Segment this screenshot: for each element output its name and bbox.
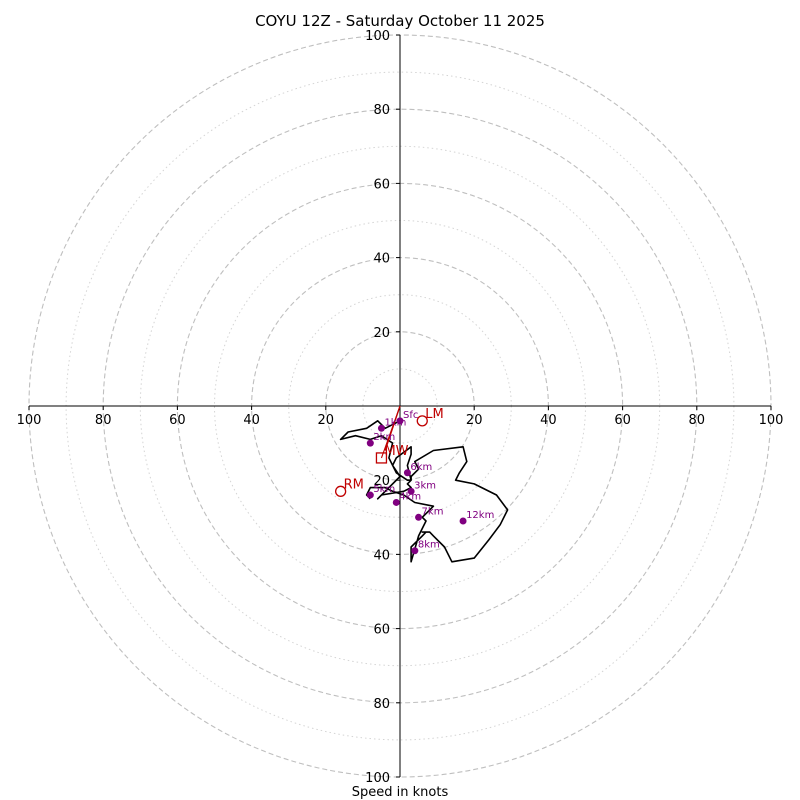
y-tick-label: 100 xyxy=(365,771,390,786)
tick-labels: 100 80 60 40 20 20 40 60 80 100 20 40 60 80 100 20 40 60 8… xyxy=(17,29,784,786)
y-tick-label: 20 xyxy=(373,474,390,489)
y-tick-label: 60 xyxy=(373,177,390,192)
height-label: 8km xyxy=(418,540,440,551)
height-label: Sfc xyxy=(403,410,418,421)
y-tick-label: 80 xyxy=(373,103,390,118)
height-label: 1km xyxy=(384,417,406,428)
y-tick-label: 100 xyxy=(365,29,390,44)
height-marker xyxy=(411,547,419,555)
height-label: 3km xyxy=(414,480,436,491)
y-tick-label: 40 xyxy=(373,548,390,563)
height-marker xyxy=(403,469,411,477)
wind-trace xyxy=(339,419,509,563)
storm-motion: LM RM MW xyxy=(334,405,444,497)
height-marker xyxy=(459,517,467,525)
mean-wind-marker xyxy=(375,452,388,464)
height-marker xyxy=(366,491,374,499)
mean-wind-vector xyxy=(380,405,401,459)
height-marker xyxy=(392,498,400,506)
x-tick-label: 20 xyxy=(466,413,483,428)
x-tick-label: 20 xyxy=(318,413,335,428)
x-tick-label: 60 xyxy=(614,413,631,428)
x-tick-label: 100 xyxy=(759,413,784,428)
height-marker xyxy=(396,417,404,425)
x-tick-label: 40 xyxy=(540,413,557,428)
height-marker xyxy=(407,487,415,495)
height-label: 5km xyxy=(373,484,395,495)
x-tick-label: 60 xyxy=(169,413,186,428)
x-tick-label: 80 xyxy=(689,413,706,428)
storm-motion-label: RM xyxy=(344,477,364,492)
height-label: 2km xyxy=(373,432,395,443)
x-tick-label: 100 xyxy=(17,413,42,428)
chart-title: COYU 12Z - Saturday October 11 2025 xyxy=(255,12,545,30)
x-axis-label: Speed in knots xyxy=(352,785,449,800)
height-label: 7km xyxy=(422,506,444,517)
storm-motion-label: MW xyxy=(384,444,408,459)
hodograph-line xyxy=(339,419,509,563)
y-tick-label: 40 xyxy=(373,252,390,267)
x-tick-label: 80 xyxy=(95,413,112,428)
height-marker xyxy=(377,424,385,432)
height-label: 6km xyxy=(410,462,432,473)
storm-motion-label: LM xyxy=(425,407,443,422)
x-tick-label: 40 xyxy=(243,413,260,428)
height-label: 12km xyxy=(466,510,494,521)
height-label: 4km xyxy=(399,491,421,502)
height-marker xyxy=(415,513,423,521)
y-tick-label: 60 xyxy=(373,623,390,638)
height-marker xyxy=(366,439,374,447)
storm-motion-marker xyxy=(334,485,347,497)
storm-motion-marker xyxy=(416,415,428,427)
y-tick-label: 20 xyxy=(373,326,390,341)
y-tick-label: 80 xyxy=(373,697,390,712)
